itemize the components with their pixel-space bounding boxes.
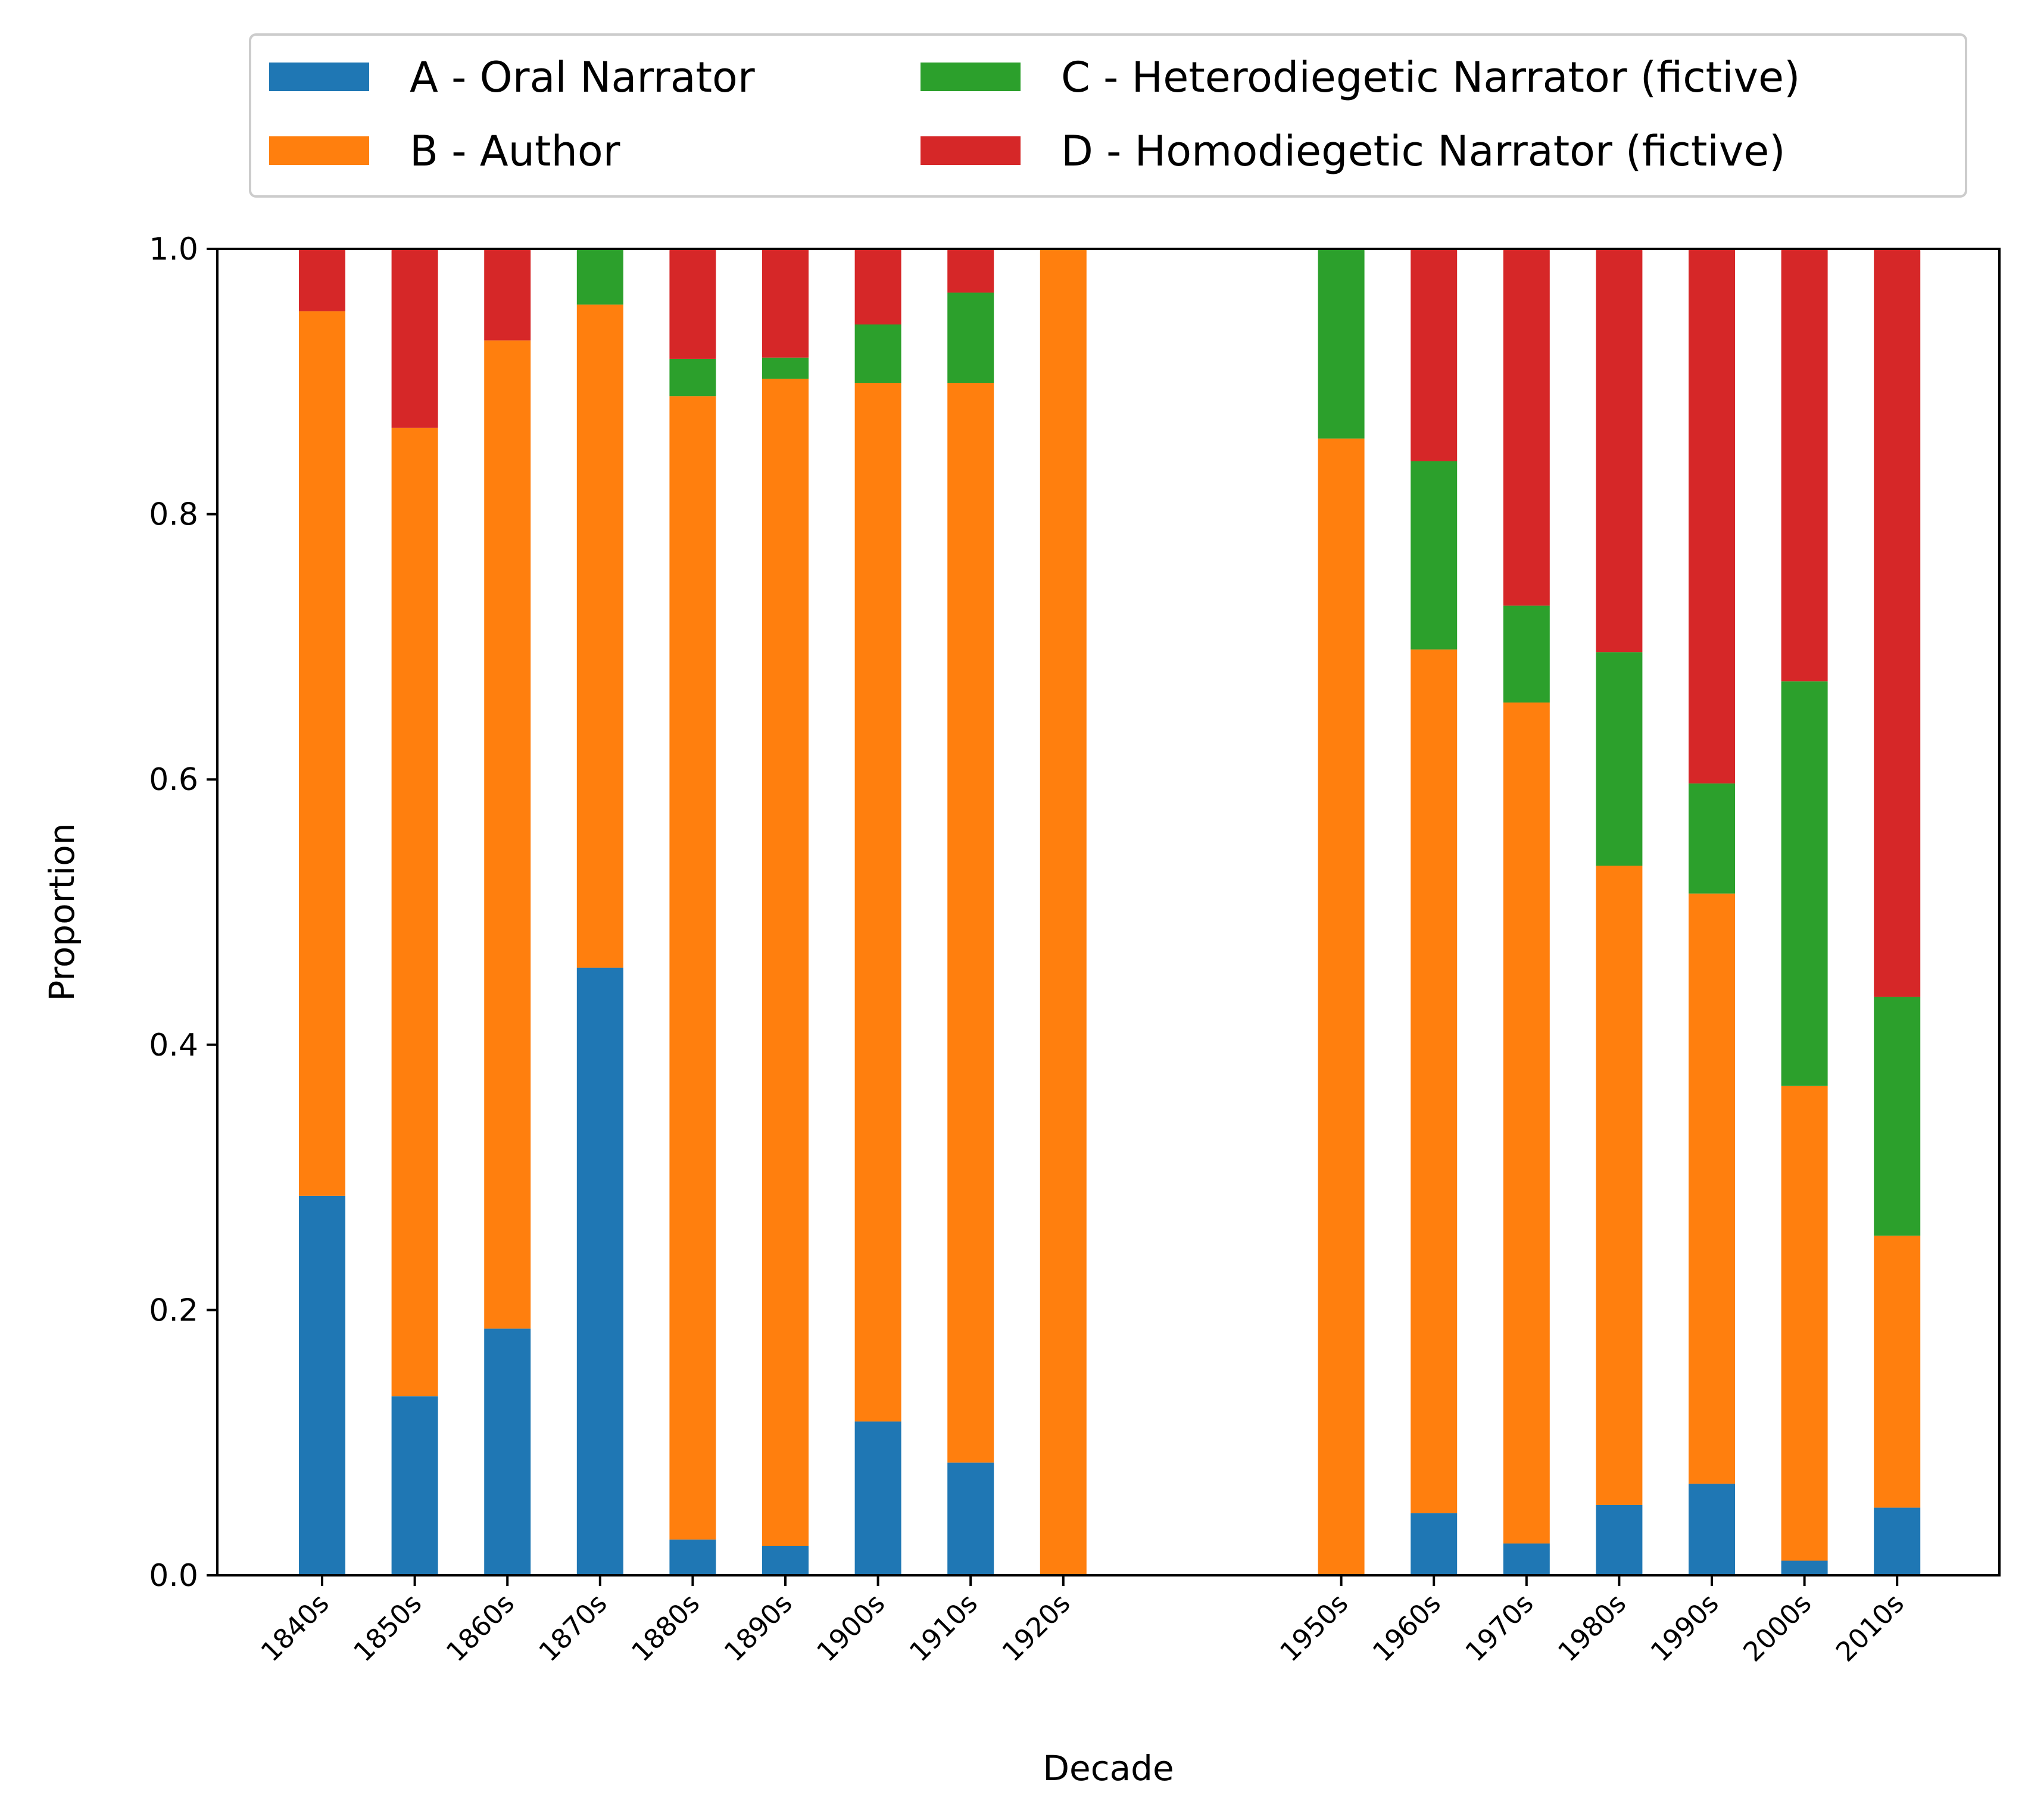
bar-d-1900s [854,249,901,324]
legend-label-b: B - Author [410,127,620,176]
bar-c-2010s [1874,997,1921,1236]
y-axis-label: Proportion [42,823,82,1001]
legend-swatch-b [269,136,369,165]
bar-a-1890s [762,1546,809,1575]
bar-c-1950s [1318,249,1365,439]
bar-b-1980s [1596,866,1643,1505]
plot-frame [216,248,2001,1576]
y-tick-label: 0.8 [149,497,198,533]
y-tick-label: 0.2 [149,1293,198,1328]
bar-b-1890s [762,379,809,1546]
bar-d-1990s [1689,249,1735,783]
bar-b-1960s [1411,649,1458,1513]
bar-c-1870s [576,249,623,305]
bar-a-2000s [1781,1560,1828,1575]
legend-swatch-a [269,63,369,91]
bar-b-2000s [1781,1085,1828,1561]
legend-box [249,33,1967,198]
bar-c-2000s [1781,681,1828,1086]
y-axis: 0.0 0.2 0.4 0.6 0.8 1.0 [149,232,217,1594]
bar-c-1880s [669,358,716,397]
legend-swatch-d [921,136,1021,165]
bar-d-1850s [391,249,438,428]
bar-c-1910s [947,292,994,383]
legend-swatch-c [921,63,1021,91]
bar-c-1970s [1503,605,1550,703]
bar-b-1970s [1503,702,1550,1544]
bar-d-1840s [299,249,345,311]
bar-d-1970s [1503,249,1550,606]
bar-d-1960s [1411,249,1458,461]
bar-b-1900s [854,383,901,1422]
bar-a-1870s [576,967,623,1575]
bar-a-1980s [1596,1504,1643,1575]
bar-b-1860s [484,340,531,1329]
bar-d-2000s [1781,249,1828,682]
bar-d-1890s [762,249,809,358]
legend-label-c: C - Heterodiegetic Narrator (fictive) [1061,53,1800,102]
legend-label-a: A - Oral Narrator [410,53,755,102]
x-axis-label: Decade [1043,1748,1174,1788]
bar-a-1900s [854,1421,901,1575]
bar-d-1880s [669,249,716,359]
bar-c-1890s [762,357,809,379]
bar-a-1960s [1411,1513,1458,1575]
bar-a-1970s [1503,1543,1550,1575]
bar-a-1910s [947,1462,994,1575]
bar-b-1840s [299,311,345,1196]
bar-a-1840s [299,1195,345,1575]
bar-d-1860s [484,249,531,341]
bars-group [299,249,1921,1575]
bar-a-2010s [1874,1507,1921,1575]
bar-a-1860s [484,1328,531,1575]
legend-label-d: D - Homodiegetic Narrator (fictive) [1061,127,1786,176]
bar-b-1880s [669,396,716,1540]
bar-b-1920s [1040,249,1087,1575]
bar-c-1980s [1596,652,1643,866]
bar-a-1850s [391,1396,438,1575]
bar-b-2010s [1874,1235,1921,1508]
bar-a-1990s [1689,1484,1735,1575]
bar-d-1980s [1596,249,1643,653]
bar-c-1990s [1689,783,1735,894]
bar-a-1880s [669,1539,716,1575]
bar-c-1960s [1411,461,1458,650]
bar-b-1870s [576,304,623,968]
y-tick-label: 0.0 [149,1558,198,1594]
bar-b-1850s [391,427,438,1397]
bar-d-2010s [1874,249,1921,997]
bar-b-1910s [947,383,994,1463]
bar-d-1910s [947,249,994,293]
y-tick-label: 1.0 [149,232,198,267]
y-tick-label: 0.4 [149,1028,198,1063]
legend: A - Oral Narrator B - Author C - Heterodie… [249,33,1967,198]
y-tick-label: 0.6 [149,762,198,798]
bar-b-1990s [1689,893,1735,1484]
bar-b-1950s [1318,438,1365,1575]
bar-c-1900s [854,324,901,383]
